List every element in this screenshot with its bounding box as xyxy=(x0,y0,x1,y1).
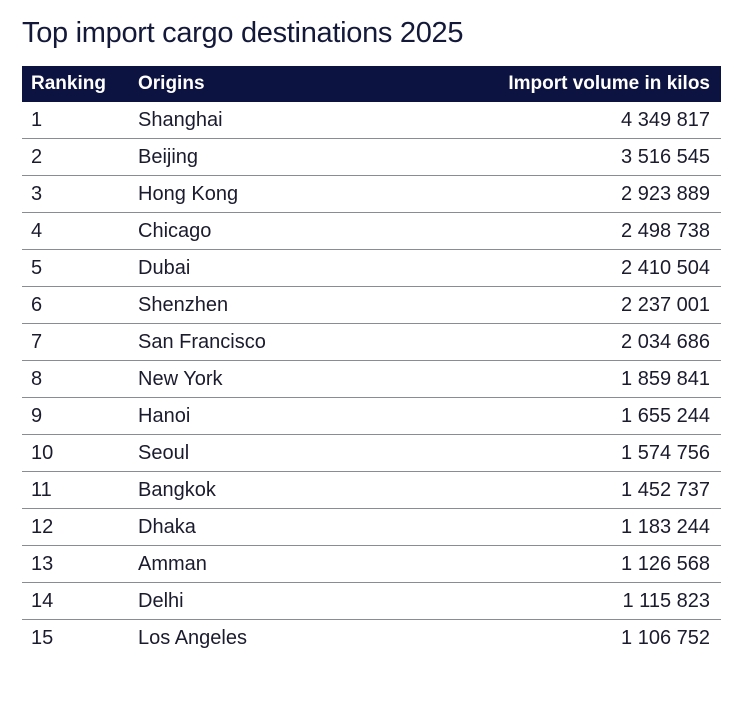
volume-cell: 4 349 817 xyxy=(621,108,710,131)
table-row: 9 Hanoi 1 655 244 xyxy=(22,398,721,435)
rank-cell: 1 xyxy=(31,108,43,131)
rank-cell: 9 xyxy=(31,404,43,427)
origin-cell: Dubai xyxy=(138,256,191,279)
table-row: 14 Delhi 1 115 823 xyxy=(22,583,721,620)
table-body: 1 Shanghai 4 349 817 2 Beijing 3 516 545 3 Hong… xyxy=(22,102,721,656)
origin-cell: Beijing xyxy=(138,145,199,168)
rank-cell: 15 xyxy=(31,626,54,649)
origin-cell: Hanoi xyxy=(138,404,191,427)
table-row: 8 New York 1 859 841 xyxy=(22,361,721,398)
origin-cell: Shanghai xyxy=(138,108,223,131)
table-row: 13 Amman 1 126 568 xyxy=(22,546,721,583)
volume-cell: 2 498 738 xyxy=(621,219,710,242)
column-header-ranking: Ranking xyxy=(31,73,106,94)
rank-cell: 10 xyxy=(31,441,54,464)
table-row: 5 Dubai 2 410 504 xyxy=(22,250,721,287)
volume-cell: 1 859 841 xyxy=(621,367,710,390)
volume-cell: 3 516 545 xyxy=(621,145,710,168)
table-row: 15 Los Angeles 1 106 752 xyxy=(22,620,721,656)
rank-cell: 4 xyxy=(31,219,43,242)
table-row: 10 Seoul 1 574 756 xyxy=(22,435,721,472)
origin-cell: Seoul xyxy=(138,441,190,464)
volume-cell: 2 410 504 xyxy=(621,256,710,279)
rank-cell: 2 xyxy=(31,145,43,168)
volume-cell: 1 106 752 xyxy=(621,626,710,649)
volume-cell: 2 034 686 xyxy=(621,330,710,353)
rank-cell: 3 xyxy=(31,182,43,205)
table-row: 2 Beijing 3 516 545 xyxy=(22,139,721,176)
column-header-volume: Import volume in kilos xyxy=(508,73,710,94)
page-title: Top import cargo destinations 2025 xyxy=(22,17,464,49)
table-row: 3 Hong Kong 2 923 889 xyxy=(22,176,721,213)
volume-cell: 1 452 737 xyxy=(621,478,710,501)
rank-cell: 6 xyxy=(31,293,43,316)
rank-cell: 13 xyxy=(31,552,54,575)
volume-cell: 2 237 001 xyxy=(621,293,710,316)
origin-cell: Delhi xyxy=(138,589,184,612)
table-row: 6 Shenzhen 2 237 001 xyxy=(22,287,721,324)
rank-cell: 11 xyxy=(31,478,52,501)
origin-cell: New York xyxy=(138,367,223,390)
rank-cell: 8 xyxy=(31,367,43,390)
volume-cell: 2 923 889 xyxy=(621,182,710,205)
table-row: 7 San Francisco 2 034 686 xyxy=(22,324,721,361)
origin-cell: Los Angeles xyxy=(138,626,247,649)
origin-cell: Hong Kong xyxy=(138,182,239,205)
table-row: 1 Shanghai 4 349 817 xyxy=(22,102,721,139)
origin-cell: Bangkok xyxy=(138,478,216,501)
column-header-origins: Origins xyxy=(138,73,205,94)
table-header: Ranking Origins Import volume in kilos xyxy=(22,66,721,102)
origin-cell: Chicago xyxy=(138,219,212,242)
rank-cell: 12 xyxy=(31,515,54,538)
origin-cell: Amman xyxy=(138,552,207,575)
origin-cell: Shenzhen xyxy=(138,293,229,316)
origin-cell: San Francisco xyxy=(138,330,266,353)
volume-cell: 1 574 756 xyxy=(621,441,710,464)
rank-cell: 5 xyxy=(31,256,43,279)
table-row: 4 Chicago 2 498 738 xyxy=(22,213,721,250)
volume-cell: 1 183 244 xyxy=(621,515,710,538)
table-row: 12 Dhaka 1 183 244 xyxy=(22,509,721,546)
table-row: 11 Bangkok 1 452 737 xyxy=(22,472,721,509)
rank-cell: 14 xyxy=(31,589,54,612)
rank-cell: 7 xyxy=(31,330,43,353)
volume-cell: 1 126 568 xyxy=(621,552,710,575)
volume-cell: 1 115 823 xyxy=(622,589,711,612)
origin-cell: Dhaka xyxy=(138,515,196,538)
import-table: Ranking Origins Import volume in kilos 1… xyxy=(22,66,721,656)
volume-cell: 1 655 244 xyxy=(621,404,710,427)
